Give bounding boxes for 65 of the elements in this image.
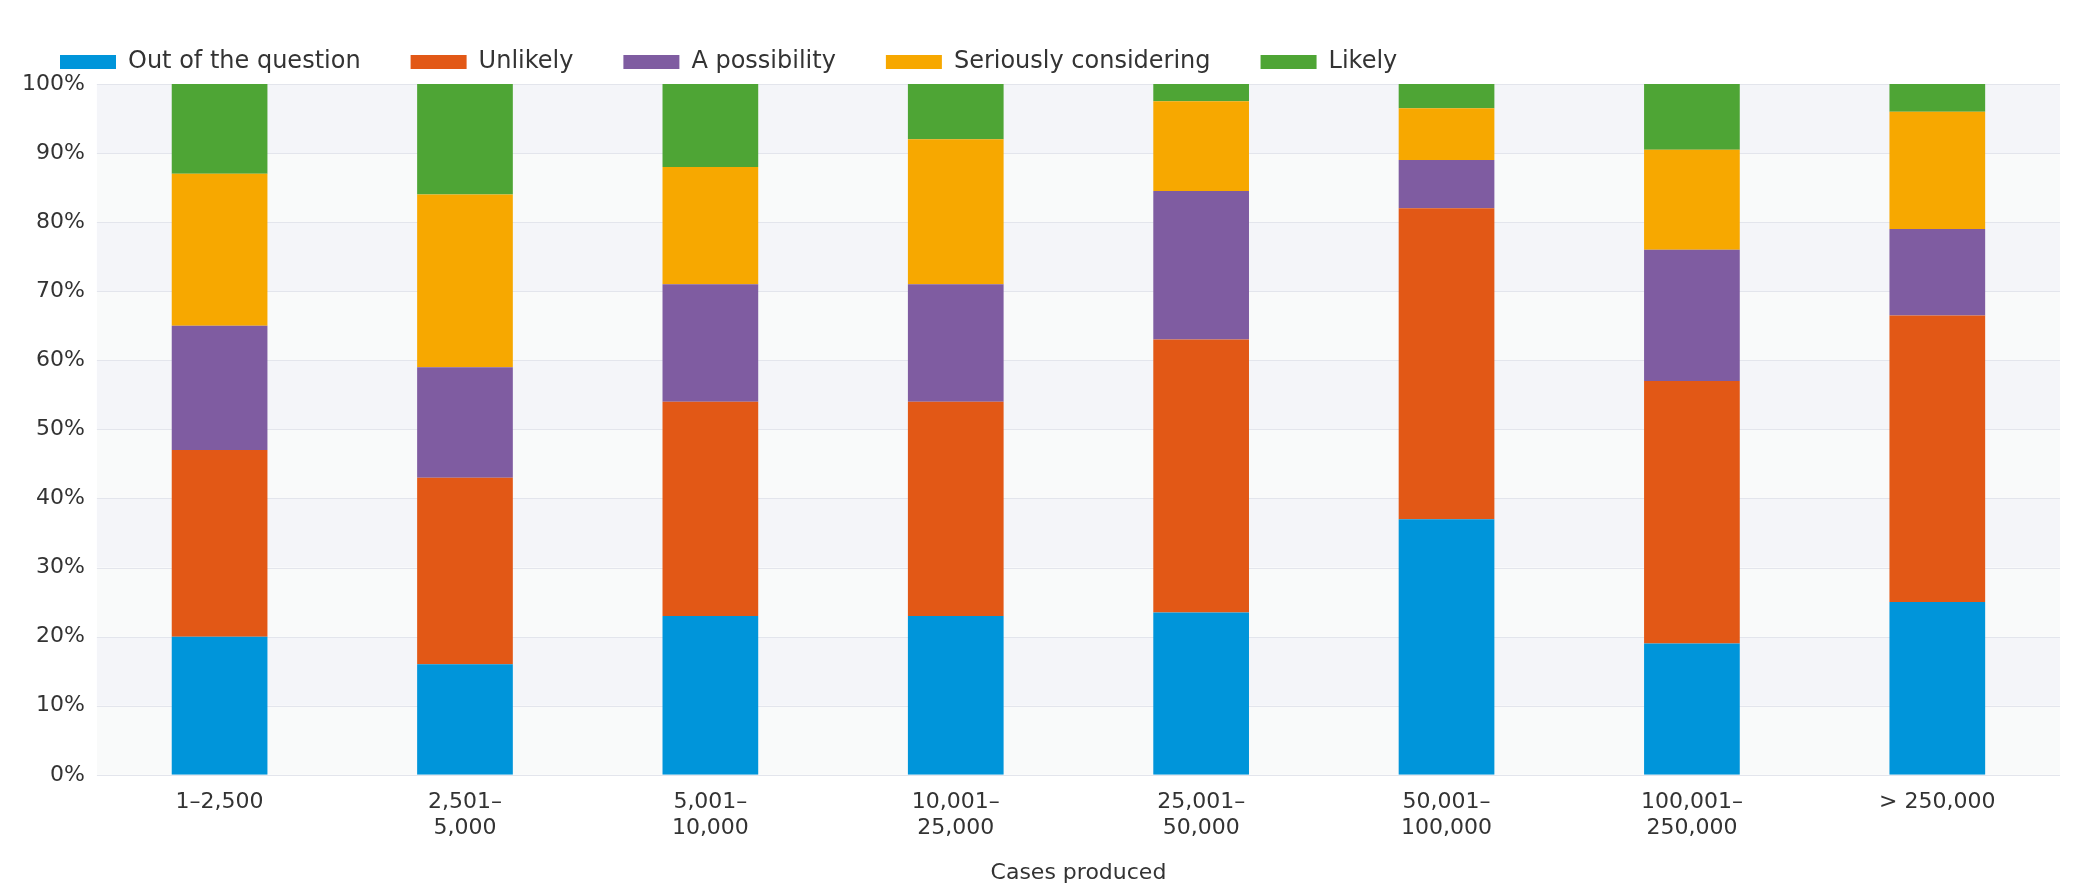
x-tick-label: 2,501–5,000: [427, 787, 502, 840]
bar: [1889, 315, 1986, 603]
x-tick-label: 10,001–25,000: [911, 787, 1000, 840]
bar: [417, 664, 513, 775]
y-tick-label: 80%: [35, 207, 85, 233]
x-tick-label: 1–2,500: [175, 787, 264, 813]
bar: [1398, 108, 1495, 160]
x-tick-label: > 250,000: [1879, 787, 1996, 813]
x-tick-label: 25,001–50,000: [1157, 787, 1246, 840]
y-tick-label: 60%: [35, 346, 85, 372]
legend-label: Likely: [1328, 46, 1398, 75]
y-tick-label: 40%: [35, 484, 85, 510]
bar: [1398, 519, 1495, 775]
bar: [1644, 381, 1740, 644]
bar: [171, 450, 268, 637]
legend-label: Seriously considering: [953, 46, 1211, 75]
bar: [171, 636, 268, 775]
y-tick-label: 10%: [35, 691, 85, 717]
bar: [662, 401, 759, 616]
legend-label: A possibility: [691, 46, 836, 75]
bar: [171, 84, 268, 174]
bar: [1644, 249, 1740, 382]
bar: [662, 84, 759, 167]
bar: [907, 401, 1004, 616]
y-tick-label: 0%: [49, 760, 85, 786]
bar: [1889, 602, 1986, 775]
y-tick-label: 30%: [35, 553, 85, 579]
x-tick-label: 50,001–100,000: [1401, 787, 1493, 840]
bar: [1398, 159, 1495, 209]
bar: [1153, 612, 1249, 775]
y-tick-label: 100%: [21, 69, 85, 95]
bar: [1398, 84, 1495, 109]
bar: [907, 139, 1004, 285]
x-tick-label: 100,001–250,000: [1640, 787, 1743, 840]
y-tick-label: 90%: [35, 138, 85, 164]
bar: [1644, 84, 1740, 150]
bar: [1889, 84, 1986, 112]
y-tick-label: 50%: [35, 415, 85, 441]
bar: [417, 194, 513, 368]
bar: [662, 166, 759, 285]
bar: [1153, 84, 1249, 102]
bar: [171, 325, 268, 451]
bar: [1644, 149, 1740, 250]
bar: [907, 615, 1004, 775]
bar: [417, 367, 513, 478]
bar: [1889, 111, 1986, 230]
x-tick-label: 5,001–10,000: [671, 787, 749, 840]
y-tick-label: 20%: [35, 622, 85, 648]
bar: [662, 284, 759, 402]
bar: [417, 477, 513, 665]
bar: [1153, 339, 1249, 613]
legend-label: Unlikely: [478, 46, 574, 75]
y-tick-label: 70%: [35, 276, 85, 302]
bar: [1889, 229, 1986, 316]
bar: [1153, 191, 1249, 340]
bar: [171, 173, 268, 326]
bar: [907, 84, 1004, 140]
bar: [1398, 208, 1495, 520]
legend-label: Out of the question: [128, 46, 361, 75]
bar: [907, 284, 1004, 402]
bar: [1153, 101, 1249, 192]
x-axis-title: Cases produced: [990, 858, 1167, 884]
bar: [662, 615, 759, 775]
bar: [417, 84, 513, 195]
bar: [1644, 643, 1740, 775]
